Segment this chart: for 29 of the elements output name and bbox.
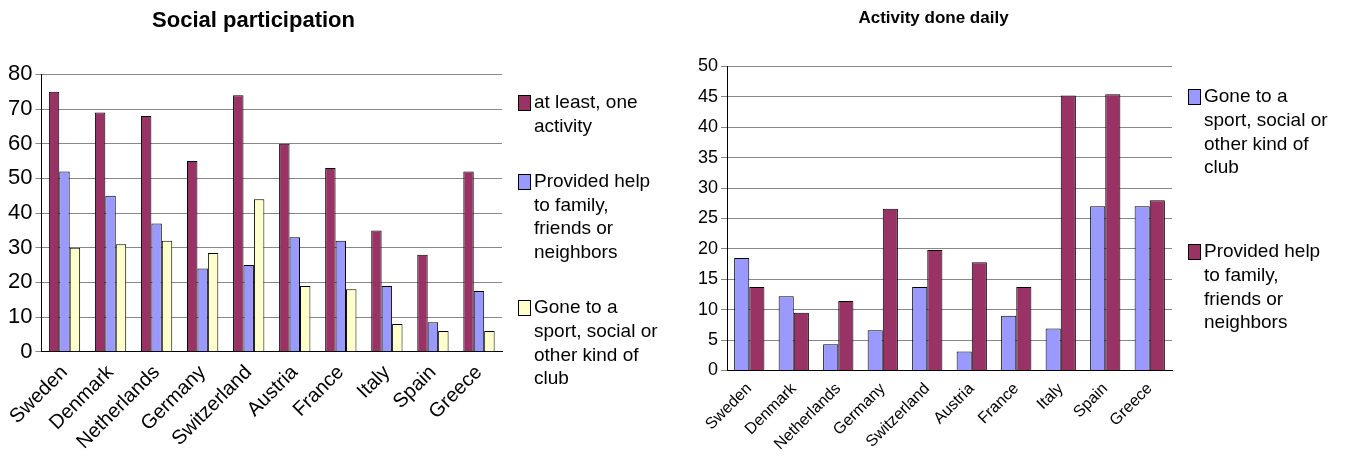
x-tick-label: Italy: [1033, 379, 1066, 413]
legend-label: Provided help to family, friends or neighbors: [534, 168, 652, 264]
x-tick-label: Italy: [352, 360, 394, 402]
y-tick-label: 10: [7, 303, 33, 329]
y-tick-label: 20: [7, 268, 33, 294]
y-tick-label: 50: [7, 164, 33, 190]
y-tick-label: 0: [708, 359, 719, 380]
legend-label: Provided help to family, friends or neighbors: [1204, 239, 1322, 334]
y-tick-label: 45: [697, 85, 719, 106]
y-tick-label: 40: [7, 199, 33, 225]
y-tick-label: 25: [697, 207, 719, 228]
chart-title: Social participation: [152, 7, 355, 33]
y-tick-label: 0: [20, 337, 33, 363]
y-tick-label: 5: [708, 328, 719, 349]
y-tick-label: 70: [7, 95, 33, 121]
y-tick-label: 35: [697, 146, 719, 167]
y-tick-label: 15: [697, 268, 719, 289]
y-tick-label: 60: [7, 129, 33, 155]
y-tick-label: 50: [697, 55, 719, 76]
y-tick-label: 30: [697, 176, 719, 197]
y-tick-label: 80: [7, 60, 33, 86]
y-tick-label: 40: [697, 116, 719, 137]
chart-title: Activity done daily: [858, 7, 1010, 27]
legend-label: Gone to a sport, social or other kind of club: [1204, 84, 1329, 179]
y-tick-label: 10: [697, 298, 719, 319]
legend-label: Gone to a sport, social or other kind of club: [534, 295, 659, 390]
legend-label: at least, one activity: [534, 90, 639, 138]
y-tick-label: 30: [7, 233, 33, 259]
y-tick-label: 20: [697, 237, 719, 258]
